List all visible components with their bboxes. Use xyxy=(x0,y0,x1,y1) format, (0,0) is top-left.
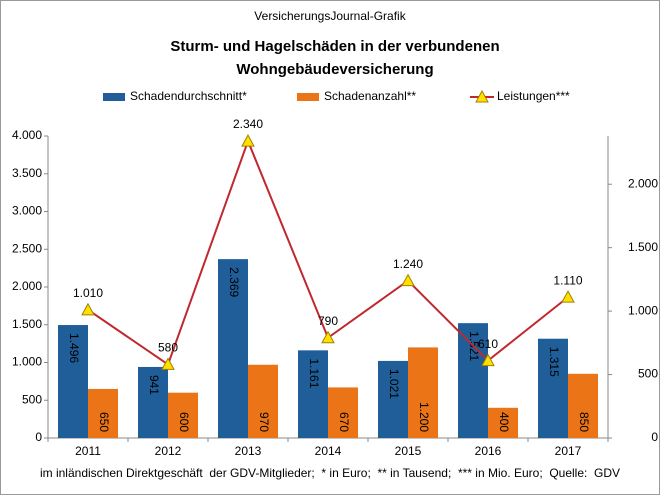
bar xyxy=(88,388,118,438)
line-marker xyxy=(321,330,335,344)
bar xyxy=(248,364,278,438)
chart-note: im inländischen Direktgeschäft der GDV-M… xyxy=(40,466,620,480)
value-label: 400 xyxy=(497,412,511,432)
bar xyxy=(408,347,438,438)
bar xyxy=(458,323,488,438)
y-tick-label: 1.500 xyxy=(12,317,42,331)
chart-title: Sturm- und Hagelschäden in der verbunden… xyxy=(170,38,499,55)
line-marker xyxy=(161,357,175,370)
y-tick-label: 3.500 xyxy=(12,166,42,180)
y-tick-label: 500 xyxy=(22,392,42,406)
x-tick-label: 2016 xyxy=(475,444,502,458)
line-marker xyxy=(401,273,415,287)
y-tick-label: 2.500 xyxy=(12,241,42,255)
value-label: 1.315 xyxy=(547,347,561,377)
bar xyxy=(168,392,198,438)
chart-header: VersicherungsJournal-Grafik xyxy=(254,9,406,23)
bar xyxy=(488,407,518,438)
y-tick-label: 0 xyxy=(35,430,42,444)
legend-swatch xyxy=(297,93,319,101)
legend-marker xyxy=(475,89,489,103)
bar xyxy=(218,259,248,438)
legend-label: Leistungen*** xyxy=(497,89,570,103)
value-label: 1.110 xyxy=(553,273,582,287)
value-label: 670 xyxy=(337,412,351,432)
value-label: 970 xyxy=(257,412,271,432)
y-tick-label: 4.000 xyxy=(12,128,42,142)
line-marker xyxy=(481,353,495,367)
value-label: 2.369 xyxy=(227,267,241,297)
value-label: 580 xyxy=(158,341,178,355)
y-tick-label: 1.000 xyxy=(12,355,42,369)
bar xyxy=(298,350,328,438)
y-tick-label: 2.000 xyxy=(12,279,42,293)
x-tick-label: 2011 xyxy=(75,444,101,458)
bar xyxy=(378,360,408,438)
bar xyxy=(568,373,598,438)
x-tick-label: 2012 xyxy=(155,444,182,458)
y2-tick-label: 500 xyxy=(638,367,658,381)
value-label: 1.161 xyxy=(307,358,321,388)
value-label: 600 xyxy=(177,412,191,432)
y2-tick-label: 2.000 xyxy=(628,176,658,190)
y2-tick-label: 1.500 xyxy=(628,240,658,254)
line-marker xyxy=(241,134,255,147)
line-marker xyxy=(81,302,95,316)
x-tick-label: 2017 xyxy=(555,444,582,458)
value-label: 610 xyxy=(478,337,498,351)
chart-title: Wohngebäudeversicherung xyxy=(236,61,433,78)
bar xyxy=(538,338,568,438)
value-label: 850 xyxy=(577,412,591,432)
value-label: 1.496 xyxy=(67,333,81,363)
bar xyxy=(58,325,88,438)
value-label: 941 xyxy=(147,375,161,395)
value-label: 790 xyxy=(318,314,338,328)
x-tick-label: 2015 xyxy=(395,444,422,458)
y2-tick-label: 0 xyxy=(651,430,658,444)
y-tick-label: 3.000 xyxy=(12,204,42,218)
value-label: 1.010 xyxy=(73,286,103,300)
legend-label: Schadendurchschnitt* xyxy=(130,89,247,103)
legend-swatch xyxy=(103,93,125,101)
value-label: 650 xyxy=(97,412,111,432)
legend-label: Schadenanzahl** xyxy=(324,89,416,103)
value-label: 1.240 xyxy=(393,257,423,271)
x-tick-label: 2013 xyxy=(235,444,262,458)
value-label: 1.021 xyxy=(387,369,401,399)
line-marker xyxy=(561,290,575,303)
value-label: 2.340 xyxy=(233,117,263,131)
bar xyxy=(138,366,168,438)
y2-tick-label: 1.000 xyxy=(628,303,658,317)
value-label: 1.200 xyxy=(417,402,431,432)
bar xyxy=(328,387,358,438)
x-tick-label: 2014 xyxy=(315,444,342,458)
